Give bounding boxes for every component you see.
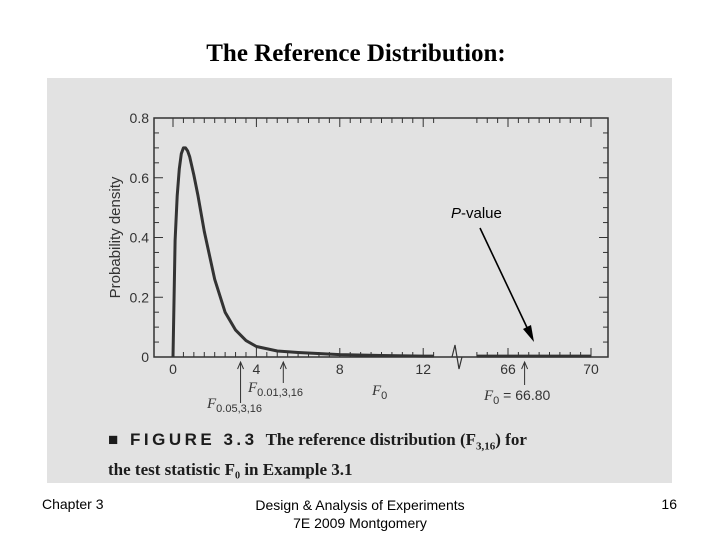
caption-subscript: 3,16: [476, 440, 496, 453]
footer-course-line2: 7E 2009 Montgomery: [293, 515, 427, 531]
f05-label: F0.05,3,16: [206, 396, 262, 415]
slide-title: The Reference Distribution:: [206, 40, 506, 67]
x-tick-label: 70: [583, 361, 599, 377]
x-axis-label: F0: [371, 383, 387, 402]
f01-arrow-head: [279, 360, 287, 370]
y-tick-label: 0: [141, 349, 149, 365]
page-number: 16: [661, 496, 677, 512]
x-tick-label: 8: [336, 361, 344, 377]
figure-caption: ■ FIGURE 3.3 The reference distribution (…: [108, 428, 668, 481]
f-distribution-chart: 0 0.2 0.4 0.6 0.8 0 4 8 12 66 70 Probability densit…: [107, 110, 609, 415]
x-tick-label: 12: [415, 361, 431, 377]
x-tick-label: 4: [253, 361, 261, 377]
axis-break-mark: [451, 344, 463, 370]
caption-line-2: the test statistic F₀ in Example 3.1: [108, 460, 353, 480]
y-tick-label: 0.8: [130, 110, 150, 126]
p-value-arrow: [479, 227, 532, 337]
footer-chapter: Chapter 3: [42, 496, 104, 512]
figure-panel: 0 0.2 0.4 0.6 0.8 0 4 8 12 66 70 Probability densit…: [47, 78, 672, 483]
footer-course-line1: Design & Analysis of Experiments: [255, 497, 465, 513]
f0-observed-label: F0 = 66.80: [483, 387, 551, 407]
y-tick-label: 0.6: [130, 170, 150, 186]
footer-course: Design & Analysis of Experiments 7E 2009…: [210, 496, 510, 532]
p-value-arrow-head: [523, 325, 534, 342]
caption-text-1: The reference distribution (F: [265, 430, 477, 449]
p-value-label: P-value: [451, 205, 502, 222]
f01-label: F0.01,3,16: [247, 380, 303, 399]
f05-arrow-head: [237, 360, 245, 370]
caption-text-2: ) for: [495, 430, 527, 449]
y-tick-label: 0.2: [130, 289, 150, 305]
plot-frame-border: [153, 117, 609, 358]
caption-figure-number: ■ FIGURE 3.3: [108, 430, 258, 449]
f0-observed-arrow-head: [521, 360, 529, 370]
x-tick-label: 66: [500, 361, 516, 377]
density-curve: [171, 146, 434, 358]
caption-line-1: ■ FIGURE 3.3 The reference distribution (…: [108, 428, 668, 458]
y-tick-label: 0.4: [130, 230, 150, 246]
y-axis-label: Probability density: [107, 176, 124, 298]
x-tick-label: 0: [169, 361, 177, 377]
